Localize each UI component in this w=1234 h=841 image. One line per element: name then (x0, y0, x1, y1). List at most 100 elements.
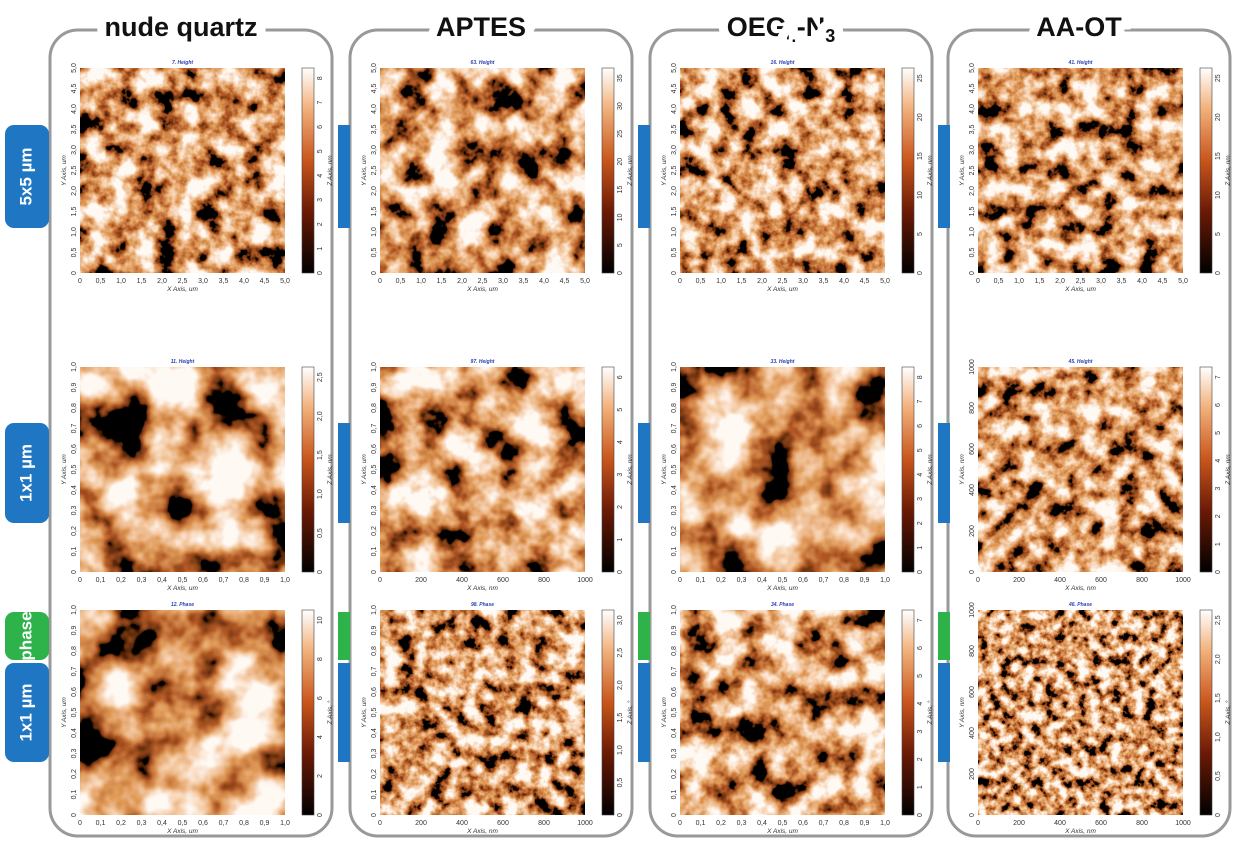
row-label: 1x1 µm (16, 684, 35, 742)
colorbar-tick-label: 0,5 (1215, 771, 1222, 781)
y-tick-label: 0,8 (71, 403, 78, 413)
x-tick-label: 3,5 (519, 278, 529, 285)
y-axis-label: Y Axis, um (661, 697, 668, 728)
x-tick-label: 0,4 (157, 577, 167, 584)
x-tick-label: 0,5 (994, 278, 1004, 285)
afm-image (380, 68, 585, 273)
y-tick-label: 4,0 (71, 104, 78, 114)
y-tick-label: 3,0 (671, 145, 678, 155)
x-tick-label: 4,5 (860, 278, 870, 285)
y-tick-label: 0,6 (371, 687, 378, 697)
x-tick-label: 2,5 (778, 278, 788, 285)
y-tick-label: 2,5 (671, 166, 678, 176)
y-tick-label: 4,5 (969, 84, 976, 94)
colorbar-label: Z Axis, nm (1225, 454, 1232, 486)
y-axis-label: Y Axis, um (661, 155, 668, 186)
title-part: APTES (436, 12, 526, 42)
colorbar-tick-label: 0 (917, 271, 924, 275)
x-tick-label: 1,0 (880, 577, 890, 584)
x-tick-label: 0,2 (716, 820, 726, 827)
y-tick-label: 0,2 (71, 526, 78, 536)
x-tick-label: 5,0 (1178, 278, 1188, 285)
y-tick-label: 0,4 (71, 485, 78, 495)
y-tick-label: 0,4 (371, 485, 378, 495)
panel-title: 45. Height (1068, 359, 1093, 365)
colorbar-tick-label: 25 (617, 130, 624, 138)
colorbar (902, 367, 914, 572)
side-bar (938, 423, 950, 523)
x-tick-label: 1000 (1175, 577, 1191, 584)
x-tick-label: 3,5 (1117, 278, 1127, 285)
y-tick-label: 1,5 (71, 207, 78, 217)
subscript: 4 (787, 26, 797, 46)
x-axis-label: X Axis, nm (1064, 585, 1096, 592)
y-tick-label: 0,5 (671, 465, 678, 475)
x-tick-label: 2,0 (757, 278, 767, 285)
y-tick-label: 0,4 (671, 728, 678, 738)
y-tick-label: 0,3 (71, 506, 78, 516)
panel-title: 41. Height (1068, 60, 1093, 66)
x-tick-label: 4,5 (260, 278, 270, 285)
column-title: AA-OT (1036, 12, 1122, 42)
colorbar-tick-label: 4 (617, 440, 624, 444)
colorbar-tick-label: 2,0 (1215, 654, 1222, 664)
y-tick-label: 2,0 (71, 186, 78, 196)
y-tick-label: 0 (969, 813, 976, 817)
y-axis-label: Y Axis, um (361, 454, 368, 485)
y-tick-label: 0,5 (371, 248, 378, 258)
y-tick-label: 0,9 (671, 626, 678, 636)
x-tick-label: 4,0 (1137, 278, 1147, 285)
y-tick-label: 2,5 (371, 166, 378, 176)
y-tick-label: 1,5 (969, 207, 976, 217)
y-tick-label: 0,2 (371, 769, 378, 779)
y-tick-label: 1,0 (71, 362, 78, 372)
y-tick-label: 1,0 (371, 227, 378, 237)
x-tick-label: 0,5 (778, 577, 788, 584)
y-axis-label: Y Axis, um (61, 155, 68, 186)
afm-image (380, 610, 585, 815)
colorbar-label: Z Axis, nm (927, 454, 934, 486)
x-tick-label: 2,5 (1076, 278, 1086, 285)
y-tick-label: 0,7 (671, 424, 678, 434)
y-tick-label: 800 (969, 402, 976, 414)
y-tick-label: 1,0 (71, 227, 78, 237)
x-tick-label: 0,5 (96, 278, 106, 285)
y-tick-label: 0,1 (71, 790, 78, 800)
x-tick-label: 0,5 (778, 820, 788, 827)
x-tick-label: 0,2 (116, 577, 126, 584)
colorbar-tick-label: 0 (617, 271, 624, 275)
side-bar (638, 663, 650, 762)
colorbar-tick-label: 15 (1215, 152, 1222, 160)
x-tick-label: 1,5 (137, 278, 147, 285)
colorbar-tick-label: 5 (917, 448, 924, 452)
x-tick-label: 0 (78, 278, 82, 285)
y-tick-label: 0,6 (371, 444, 378, 454)
x-tick-label: 1,5 (737, 278, 747, 285)
y-tick-label: 0,8 (371, 403, 378, 413)
afm-image (80, 610, 285, 815)
x-tick-label: 0 (78, 820, 82, 827)
x-tick-label: 0,9 (860, 577, 870, 584)
y-tick-label: 4,0 (969, 104, 976, 114)
y-tick-label: 200 (969, 768, 976, 780)
y-tick-label: 600 (969, 686, 976, 698)
y-tick-label: 1,0 (71, 605, 78, 615)
x-tick-label: 400 (456, 577, 468, 584)
colorbar-label: Z Axis, nm (627, 454, 634, 486)
side-bar (638, 423, 650, 523)
colorbar-tick-label: 2,5 (317, 372, 324, 382)
x-tick-label: 0,6 (198, 820, 208, 827)
y-tick-label: 0,3 (71, 749, 78, 759)
x-tick-label: 0,1 (696, 820, 706, 827)
colorbar-tick-label: 1,0 (317, 489, 324, 499)
y-tick-label: 800 (969, 645, 976, 657)
colorbar (602, 610, 614, 815)
x-axis-label: X Axis, um (466, 286, 498, 293)
x-tick-label: 1,5 (1035, 278, 1045, 285)
x-tick-label: 0,8 (839, 577, 849, 584)
x-tick-label: 1000 (1175, 820, 1191, 827)
x-tick-label: 0,1 (96, 820, 106, 827)
x-tick-label: 0,6 (798, 820, 808, 827)
colorbar-label: Z Axis, nm (1225, 155, 1232, 187)
afm-image (978, 367, 1183, 572)
